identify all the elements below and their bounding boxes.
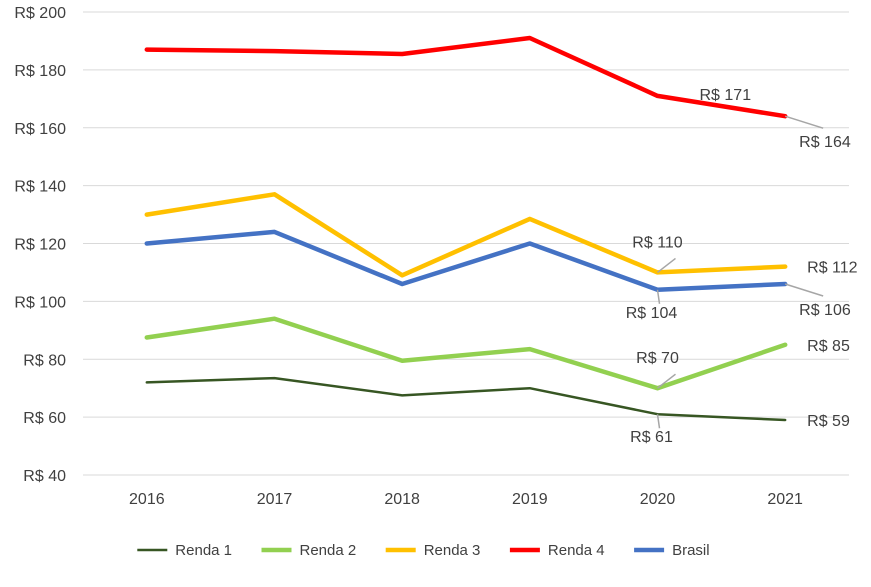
y-tick-label-40: R$ 40 <box>23 468 66 485</box>
legend-item-renda-1: Renda 1 <box>137 542 232 559</box>
y-tick-label-80: R$ 80 <box>23 352 66 369</box>
legend-item-renda-2: Renda 2 <box>261 542 357 559</box>
legend-label-renda-3: Renda 3 <box>424 542 481 559</box>
y-tick-label-160: R$ 160 <box>14 121 66 138</box>
leader-brasil-2021 <box>784 283 824 297</box>
legend-label-renda-4: Renda 4 <box>548 542 605 559</box>
x-tick-label-2020: 2020 <box>640 491 676 508</box>
data-label-renda-1-2021: R$ 59 <box>807 413 850 430</box>
y-tick-label-100: R$ 100 <box>14 294 66 311</box>
legend-label-brasil: Brasil <box>672 542 710 559</box>
y-tick-label-180: R$ 180 <box>14 63 66 80</box>
series-lines <box>144 35 788 422</box>
x-tick-label-2016: 2016 <box>129 491 165 508</box>
series-line-renda-1 <box>145 376 787 422</box>
data-label-renda-2-2021: R$ 85 <box>807 338 850 355</box>
y-tick-label-60: R$ 60 <box>23 410 66 427</box>
leader-renda-3-2020 <box>657 257 676 274</box>
data-label-brasil-2020: R$ 104 <box>626 305 678 322</box>
data-label-leaders <box>656 115 824 429</box>
x-tick-label-2021: 2021 <box>767 491 803 508</box>
leader-renda-2-2020 <box>657 373 676 389</box>
data-label-brasil-2021: R$ 106 <box>799 302 851 319</box>
y-tick-label-140: R$ 140 <box>14 179 66 196</box>
series-line-brasil <box>144 229 788 293</box>
legend-item-renda-3: Renda 3 <box>385 542 481 559</box>
series-line-renda-3 <box>144 192 788 278</box>
x-tick-label-2017: 2017 <box>257 491 293 508</box>
data-label-renda-3-2020: R$ 110 <box>632 234 683 251</box>
x-axis-tick-labels: 2016 2017 2018 2019 2020 2021 <box>129 491 803 508</box>
data-label-renda-2-2020: R$ 70 <box>636 350 679 367</box>
y-tick-label-200: R$ 200 <box>14 5 66 22</box>
y-tick-label-120: R$ 120 <box>14 237 66 254</box>
leader-brasil-2020 <box>656 289 661 304</box>
x-tick-label-2019: 2019 <box>512 491 548 508</box>
leader-renda-4-2021 <box>784 115 824 129</box>
legend-label-renda-2: Renda 2 <box>300 542 357 559</box>
y-axis-tick-labels: R$ 40 R$ 60 R$ 80 R$ 100 R$ 120 R$ 140 R$ 160 R… <box>14 5 66 485</box>
legend-item-renda-4: Renda 4 <box>509 542 605 559</box>
legend-label-renda-1: Renda 1 <box>175 542 232 559</box>
leader-renda-1-2020 <box>656 414 661 429</box>
x-tick-label-2018: 2018 <box>384 491 420 508</box>
gridlines <box>83 11 849 476</box>
data-labels: R$ 171 R$ 164 R$ 110 R$ 112 R$ 104 R$ 106 R$ 7… <box>626 87 858 446</box>
data-label-renda-3-2021: R$ 112 <box>807 260 858 277</box>
data-label-renda-1-2020: R$ 61 <box>630 429 673 446</box>
data-label-renda-4-2020: R$ 171 <box>700 87 752 104</box>
series-line-renda-2 <box>144 316 788 391</box>
series-line-renda-4 <box>144 35 788 119</box>
legend-item-brasil: Brasil <box>634 542 710 559</box>
data-label-renda-4-2021: R$ 164 <box>799 134 851 151</box>
legend: Renda 1 Renda 2 Renda 3 Renda 4 Brasil <box>137 542 710 559</box>
